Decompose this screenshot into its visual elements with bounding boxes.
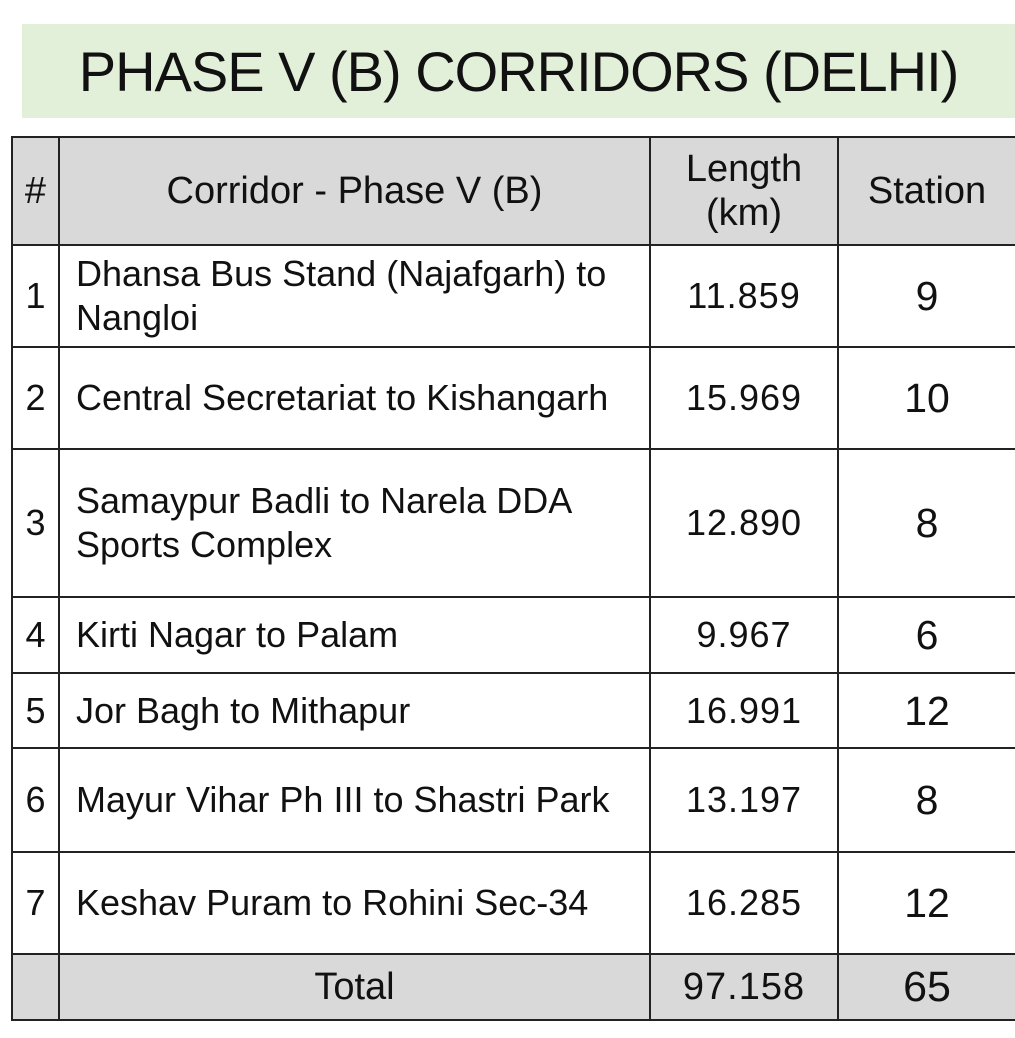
row-corridor: Kirti Nagar to Palam: [58, 596, 651, 674]
row-length: 11.859: [649, 244, 839, 348]
table-row: 1 Dhansa Bus Stand (Najafgarh) to Nanglo…: [11, 244, 1015, 348]
row-corridor: Keshav Puram to Rohini Sec-34: [58, 851, 651, 955]
row-length: 9.967: [649, 596, 839, 674]
row-stations: 12: [837, 851, 1015, 955]
total-length: 97.158: [649, 953, 839, 1021]
table-row: 6 Mayur Vihar Ph III to Shastri Park 13.…: [11, 747, 1015, 853]
table-row: 2 Central Secretariat to Kishangarh 15.9…: [11, 346, 1015, 450]
header-corridor: Corridor - Phase V (B): [58, 136, 651, 246]
header-row: # Corridor - Phase V (B) Length (km) Sta…: [11, 136, 1015, 246]
row-stations: 10: [837, 346, 1015, 450]
corridor-table: # Corridor - Phase V (B) Length (km) Sta…: [11, 136, 1015, 1021]
row-corridor: Jor Bagh to Mithapur: [58, 672, 651, 749]
row-corridor: Mayur Vihar Ph III to Shastri Park: [58, 747, 651, 853]
row-length: 16.285: [649, 851, 839, 955]
row-num: 7: [11, 851, 60, 955]
total-num-cell: [11, 953, 60, 1021]
row-num: 2: [11, 346, 60, 450]
row-stations: 12: [837, 672, 1015, 749]
row-corridor: Samaypur Badli to Narela DDA Sports Comp…: [58, 448, 651, 598]
row-num: 5: [11, 672, 60, 749]
total-row: Total 97.158 65: [11, 953, 1015, 1021]
header-length-line1: Length: [685, 148, 803, 190]
row-stations: 9: [837, 244, 1015, 348]
row-num: 4: [11, 596, 60, 674]
row-num: 1: [11, 244, 60, 348]
header-station: Station: [837, 136, 1015, 246]
row-num: 6: [11, 747, 60, 853]
row-length: 12.890: [649, 448, 839, 598]
table-row: 5 Jor Bagh to Mithapur 16.991 12: [11, 672, 1015, 749]
table-row: 7 Keshav Puram to Rohini Sec-34 16.285 1…: [11, 851, 1015, 955]
row-num: 3: [11, 448, 60, 598]
total-label: Total: [58, 953, 651, 1021]
table-row: 4 Kirti Nagar to Palam 9.967 6: [11, 596, 1015, 674]
row-corridor: Central Secretariat to Kishangarh: [58, 346, 651, 450]
header-length-line2: (km): [706, 192, 782, 234]
title-banner: PHASE V (B) CORRIDORS (DELHI): [22, 24, 1015, 118]
total-stations: 65: [837, 953, 1015, 1021]
row-length: 13.197: [649, 747, 839, 853]
row-stations: 6: [837, 596, 1015, 674]
row-length: 16.991: [649, 672, 839, 749]
header-num: #: [11, 136, 60, 246]
row-stations: 8: [837, 747, 1015, 853]
header-length: Length (km): [649, 136, 839, 246]
row-corridor: Dhansa Bus Stand (Najafgarh) to Nangloi: [58, 244, 651, 348]
page-title: PHASE V (B) CORRIDORS (DELHI): [78, 39, 960, 103]
row-length: 15.969: [649, 346, 839, 450]
row-stations: 8: [837, 448, 1015, 598]
table-row: 3 Samaypur Badli to Narela DDA Sports Co…: [11, 448, 1015, 598]
